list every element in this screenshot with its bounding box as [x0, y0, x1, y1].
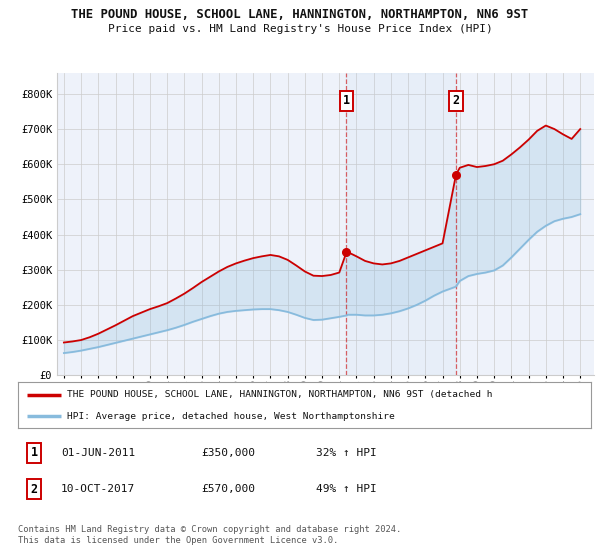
Text: THE POUND HOUSE, SCHOOL LANE, HANNINGTON, NORTHAMPTON, NN6 9ST (detached h: THE POUND HOUSE, SCHOOL LANE, HANNINGTON…	[67, 390, 492, 399]
Text: HPI: Average price, detached house, West Northamptonshire: HPI: Average price, detached house, West…	[67, 412, 394, 421]
Text: THE POUND HOUSE, SCHOOL LANE, HANNINGTON, NORTHAMPTON, NN6 9ST: THE POUND HOUSE, SCHOOL LANE, HANNINGTON…	[71, 8, 529, 21]
Text: £350,000: £350,000	[202, 448, 256, 458]
Text: £570,000: £570,000	[202, 484, 256, 494]
Text: 2: 2	[452, 95, 460, 108]
Text: 01-JUN-2011: 01-JUN-2011	[61, 448, 135, 458]
Text: 2: 2	[31, 483, 38, 496]
Text: 1: 1	[31, 446, 38, 459]
Text: 10-OCT-2017: 10-OCT-2017	[61, 484, 135, 494]
Text: Contains HM Land Registry data © Crown copyright and database right 2024.
This d: Contains HM Land Registry data © Crown c…	[18, 525, 401, 545]
Text: Price paid vs. HM Land Registry's House Price Index (HPI): Price paid vs. HM Land Registry's House …	[107, 24, 493, 34]
Bar	[346, 73, 456, 375]
Text: 49% ↑ HPI: 49% ↑ HPI	[316, 484, 377, 494]
Text: 32% ↑ HPI: 32% ↑ HPI	[316, 448, 377, 458]
Text: 1: 1	[343, 95, 350, 108]
